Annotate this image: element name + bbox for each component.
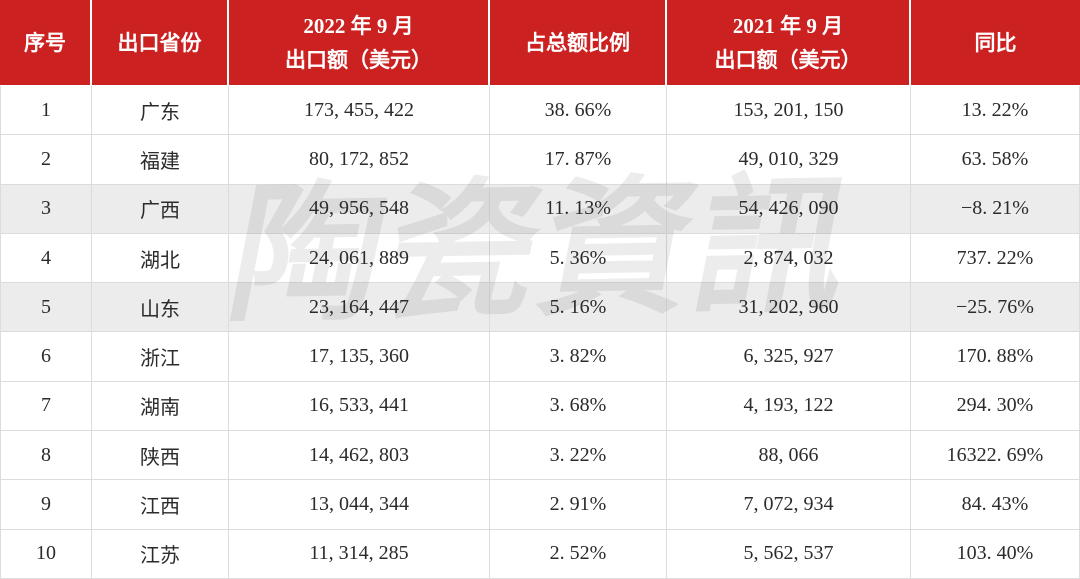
cell-yoy: 737. 22% <box>911 233 1080 283</box>
cell-no: 9 <box>0 480 92 529</box>
cell-province: 陕西 <box>92 431 229 480</box>
cell-no: 6 <box>0 332 92 381</box>
cell-no: 4 <box>0 233 92 283</box>
cell-amount-2021: 31, 202, 960 <box>667 283 911 332</box>
table-row: 9 江西 13, 044, 344 2. 91% 7, 072, 934 84. 43% <box>0 480 1080 530</box>
cell-amount-2021: 5, 562, 537 <box>667 529 911 578</box>
cell-province: 山东 <box>92 283 229 332</box>
cell-amount-2021: 88, 066 <box>667 431 911 480</box>
cell-amount-2021: 54, 426, 090 <box>667 184 911 233</box>
cell-amount-2022: 11, 314, 285 <box>229 529 490 578</box>
cell-amount-2022: 80, 172, 852 <box>229 135 490 184</box>
cell-share: 2. 91% <box>490 480 667 529</box>
cell-yoy: 84. 43% <box>911 480 1080 529</box>
cell-yoy: 294. 30% <box>911 381 1080 431</box>
cell-amount-2022: 16, 533, 441 <box>229 381 490 431</box>
cell-province: 浙江 <box>92 332 229 381</box>
header-cell-amount-2022: 2022 年 9 月 出口额（美元） <box>229 0 490 85</box>
cell-yoy: 16322. 69% <box>911 431 1080 480</box>
cell-share: 5. 36% <box>490 233 667 283</box>
header-cell-share: 占总额比例 <box>490 0 667 85</box>
cell-province: 广西 <box>92 184 229 233</box>
cell-amount-2021: 4, 193, 122 <box>667 381 911 431</box>
cell-share: 5. 16% <box>490 283 667 332</box>
cell-amount-2022: 17, 135, 360 <box>229 332 490 381</box>
table-row: 10 江苏 11, 314, 285 2. 52% 5, 562, 537 103. 40… <box>0 529 1080 579</box>
table-row: 7 湖南 16, 533, 441 3. 68% 4, 193, 122 294. 30% <box>0 381 1080 432</box>
table-row: 2 福建 80, 172, 852 17. 87% 49, 010, 329 63. 58… <box>0 135 1080 185</box>
cell-amount-2021: 49, 010, 329 <box>667 135 911 184</box>
cell-amount-2021: 2, 874, 032 <box>667 233 911 283</box>
cell-yoy: 103. 40% <box>911 529 1080 578</box>
cell-province: 湖北 <box>92 233 229 283</box>
cell-province: 江苏 <box>92 529 229 578</box>
cell-yoy: 13. 22% <box>911 86 1080 135</box>
cell-yoy: −8. 21% <box>911 184 1080 233</box>
cell-yoy: −25. 76% <box>911 283 1080 332</box>
cell-amount-2022: 49, 956, 548 <box>229 184 490 233</box>
cell-no: 1 <box>0 86 92 135</box>
cell-no: 10 <box>0 529 92 578</box>
table-row: 4 湖北 24, 061, 889 5. 36% 2, 874, 032 737. 22% <box>0 233 1080 284</box>
table-body: 1 广东 173, 455, 422 38. 66% 153, 201, 150 13. … <box>0 86 1080 579</box>
header-cell-province: 出口省份 <box>92 0 229 85</box>
table-header: 序号 出口省份 2022 年 9 月 出口额（美元） 占总额比例 2021 年 … <box>0 0 1080 86</box>
cell-amount-2022: 14, 462, 803 <box>229 431 490 480</box>
cell-province: 湖南 <box>92 381 229 431</box>
cell-yoy: 170. 88% <box>911 332 1080 381</box>
table-row: 1 广东 173, 455, 422 38. 66% 153, 201, 150 13. … <box>0 86 1080 136</box>
cell-no: 8 <box>0 431 92 480</box>
table-row: 8 陕西 14, 462, 803 3. 22% 88, 066 16322. 69% <box>0 431 1080 481</box>
table-row: 6 浙江 17, 135, 360 3. 82% 6, 325, 927 170. 88% <box>0 332 1080 382</box>
cell-share: 38. 66% <box>490 86 667 135</box>
cell-share: 3. 68% <box>490 381 667 431</box>
cell-province: 福建 <box>92 135 229 184</box>
cell-amount-2021: 153, 201, 150 <box>667 86 911 135</box>
cell-no: 3 <box>0 184 92 233</box>
table-row: 5 山东 23, 164, 447 5. 16% 31, 202, 960 −25. 76… <box>0 283 1080 333</box>
cell-yoy: 63. 58% <box>911 135 1080 184</box>
cell-share: 17. 87% <box>490 135 667 184</box>
header-cell-no: 序号 <box>0 0 92 85</box>
cell-share: 2. 52% <box>490 529 667 578</box>
cell-share: 3. 22% <box>490 431 667 480</box>
cell-share: 3. 82% <box>490 332 667 381</box>
cell-amount-2022: 23, 164, 447 <box>229 283 490 332</box>
cell-no: 7 <box>0 381 92 431</box>
cell-amount-2022: 24, 061, 889 <box>229 233 490 283</box>
cell-no: 5 <box>0 283 92 332</box>
cell-share: 11. 13% <box>490 184 667 233</box>
cell-amount-2022: 173, 455, 422 <box>229 86 490 135</box>
header-cell-yoy: 同比 <box>911 0 1080 85</box>
cell-amount-2022: 13, 044, 344 <box>229 480 490 529</box>
cell-no: 2 <box>0 135 92 184</box>
cell-province: 江西 <box>92 480 229 529</box>
table-row: 3 广西 49, 956, 548 11. 13% 54, 426, 090 −8. 21… <box>0 184 1080 234</box>
cell-amount-2021: 6, 325, 927 <box>667 332 911 381</box>
cell-province: 广东 <box>92 86 229 135</box>
cell-amount-2021: 7, 072, 934 <box>667 480 911 529</box>
header-cell-amount-2021: 2021 年 9 月 出口额（美元） <box>667 0 911 85</box>
